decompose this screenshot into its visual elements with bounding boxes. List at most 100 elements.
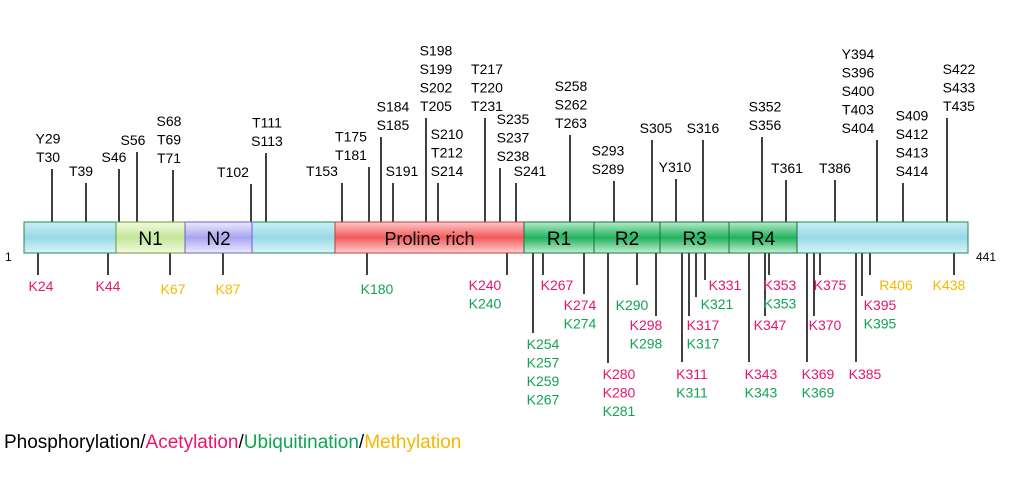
domain-label-r1: R1	[547, 229, 571, 250]
phospho-site-S433: S433	[943, 80, 976, 96]
phospho-site-S422: S422	[943, 61, 976, 77]
phospho-site-S241: S241	[514, 163, 547, 179]
ubiquitination-site-K240: K240	[469, 296, 502, 312]
acetylation-site-K240: K240	[469, 277, 502, 293]
phospho-site-S68: S68	[157, 113, 182, 129]
acetylation-site-K385: K385	[849, 366, 882, 382]
start-residue-label: 1	[5, 250, 12, 264]
ubiquitination-site-K274: K274	[564, 316, 597, 332]
ubiquitination-site-K343: K343	[745, 385, 778, 401]
phospho-site-S404: S404	[842, 120, 875, 136]
ubiquitination-site-K254: K254	[527, 336, 560, 352]
legend: Phosphorylation/Acetylation/Ubiquitinati…	[4, 432, 461, 454]
phospho-site-S185: S185	[377, 117, 410, 133]
ubiquitination-site-K257: K257	[527, 355, 560, 371]
phospho-site-S199: S199	[420, 61, 453, 77]
ubiquitination-site-K281: K281	[603, 403, 636, 419]
phospho-site-S413: S413	[896, 145, 929, 161]
domain-n1	[115, 221, 186, 254]
acetylation-site-K343: K343	[745, 366, 778, 382]
phospho-site-S396: S396	[842, 65, 875, 81]
ubiquitination-site-K267: K267	[527, 392, 560, 408]
legend-ubiquitination: Ubiquitination	[243, 432, 359, 453]
phospho-site-S238: S238	[497, 148, 530, 164]
phospho-site-S46: S46	[102, 149, 127, 165]
phospho-site-T69: T69	[157, 132, 181, 148]
acetylation-site-K311: K311	[676, 366, 708, 382]
methylation-site-K67: K67	[161, 281, 186, 297]
legend-methylation: Methylation	[364, 432, 462, 453]
phospho-site-S356: S356	[749, 117, 782, 133]
phospho-site-Y394: Y394	[842, 46, 875, 62]
legend-separator: /	[358, 432, 365, 453]
phospho-site-T263: T263	[555, 115, 587, 131]
phospho-site-S56: S56	[121, 132, 146, 148]
phospho-site-S210: S210	[431, 126, 464, 142]
phospho-site-S198: S198	[420, 43, 453, 59]
ubiquitination-site-K353: K353	[764, 296, 797, 312]
domain-label-r3: R3	[682, 229, 706, 250]
phospho-site-T231: T231	[471, 98, 503, 114]
ubiquitination-site-K259: K259	[527, 373, 560, 389]
lower-modification-sites: K24 K44 K67 K87 K180 K240 K240 K254 K257 K259 K267…	[29, 253, 966, 419]
phospho-site-T212: T212	[431, 145, 463, 161]
phospho-site-S352: S352	[749, 99, 782, 115]
phospho-site-T71: T71	[157, 150, 181, 166]
domain-label-r4: R4	[751, 229, 776, 250]
acetylation-site-K298: K298	[630, 317, 663, 333]
phospho-site-S409: S409	[896, 108, 929, 124]
phospho-site-S262: S262	[555, 97, 588, 113]
phospho-site-S184: S184	[377, 99, 410, 115]
domain-label-n1: N1	[138, 229, 162, 250]
phospho-site-T175: T175	[335, 129, 367, 145]
phospho-site-T102: T102	[217, 164, 249, 180]
phospho-site-S289: S289	[592, 161, 625, 177]
phospho-site-T181: T181	[335, 147, 367, 163]
ubiquitination-site-K317: K317	[687, 336, 720, 352]
phospho-site-S191: S191	[386, 163, 419, 179]
acetylation-site-K375: K375	[814, 277, 847, 293]
legend-separator: /	[140, 432, 146, 453]
ubiquitination-site-K311: K311	[676, 385, 708, 401]
phospho-site-T220: T220	[471, 80, 503, 96]
methylation-site-K438: K438	[933, 277, 966, 293]
domain-label-proline-rich: Proline rich	[384, 229, 474, 249]
acetylation-site-K280: K280	[603, 366, 636, 382]
phospho-site-T205: T205	[420, 98, 452, 114]
phospho-site-S113: S113	[251, 133, 283, 149]
phospho-site-T217: T217	[471, 61, 503, 77]
phospho-site-S214: S214	[431, 163, 464, 179]
phospho-site-T403: T403	[842, 102, 874, 118]
phospho-site-T361: T361	[771, 160, 803, 176]
acetylation-site-K331: K331	[709, 277, 742, 293]
protein-bar: N1 N2 Proline rich R1 R2 R3 R4	[23, 221, 969, 254]
domain-n2	[184, 221, 253, 254]
phospho-site-S202: S202	[420, 80, 453, 96]
phospho-site-S258: S258	[555, 78, 588, 94]
domain-proline-rich	[334, 221, 525, 254]
domain-r2	[593, 221, 661, 254]
domain-r1	[523, 221, 595, 254]
phospho-site-Y310: Y310	[659, 159, 692, 175]
legend-acetylation: Acetylation	[145, 432, 239, 453]
legend-phosphorylation: Phosphorylation	[4, 432, 141, 453]
acetylation-site-K274: K274	[564, 297, 597, 313]
ubiquitination-site-K298: K298	[630, 336, 663, 352]
phospho-site-S412: S412	[896, 126, 929, 142]
phospho-site-Y29: Y29	[36, 131, 61, 147]
acetylation-site-K267: K267	[541, 277, 574, 293]
domain-label-n2: N2	[206, 229, 230, 250]
acetylation-site-K395: K395	[864, 297, 897, 313]
phospho-site-T30: T30	[36, 149, 60, 165]
ubiquitination-site-K321: K321	[701, 296, 734, 312]
acetylation-site-K353: K353	[764, 277, 797, 293]
ubiquitination-site-K369: K369	[802, 385, 835, 401]
domain-r4	[728, 221, 798, 254]
phospho-site-T111: T111	[252, 115, 282, 131]
phospho-site-S293: S293	[592, 143, 625, 159]
methylation-site-K87: K87	[216, 281, 241, 297]
acetylation-site-K317: K317	[687, 317, 720, 333]
phospho-site-S414: S414	[896, 163, 929, 179]
